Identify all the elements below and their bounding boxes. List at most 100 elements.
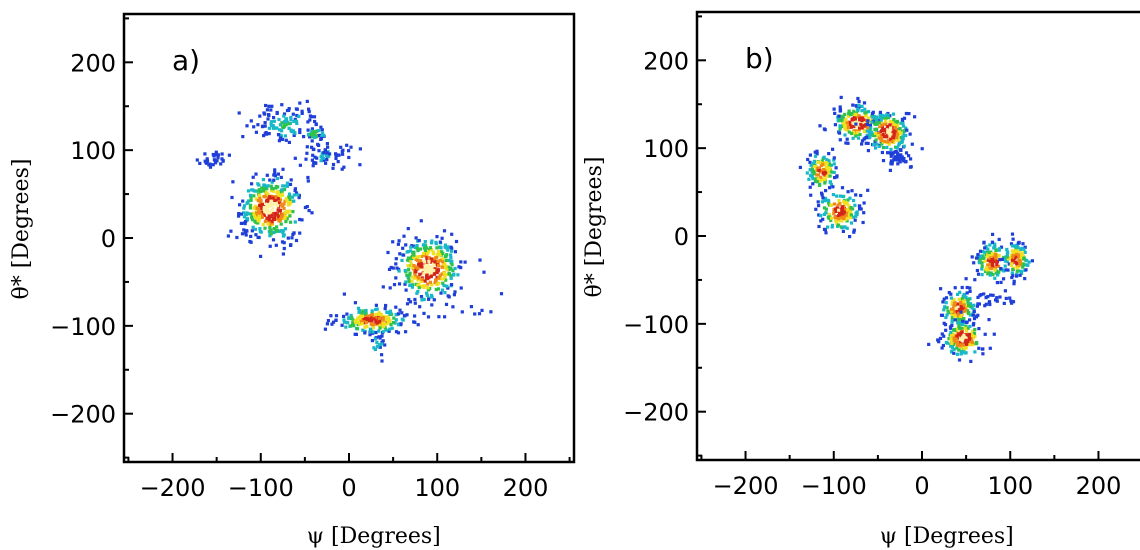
density-cell <box>420 277 424 281</box>
density-cell <box>442 266 446 270</box>
density-cell <box>879 119 883 123</box>
density-cell <box>1010 301 1014 305</box>
density-cell <box>827 152 831 156</box>
density-cell <box>260 125 265 129</box>
density-cell <box>256 199 260 203</box>
density-cell <box>824 161 828 165</box>
density-cell <box>274 243 278 247</box>
density-cell <box>896 162 900 166</box>
density-cell <box>258 196 262 200</box>
y-tick-label: −200 <box>50 401 116 429</box>
density-cell <box>443 255 448 259</box>
density-cell <box>412 264 416 268</box>
density-cell <box>437 315 441 319</box>
density-cell <box>419 295 424 299</box>
density-cell <box>413 320 417 324</box>
density-cell <box>392 283 397 287</box>
density-cell <box>430 283 434 287</box>
density-cell <box>968 305 973 309</box>
density-cell <box>298 128 302 132</box>
density-cell <box>896 152 900 156</box>
density-cell <box>1009 253 1014 257</box>
density-cell <box>292 193 296 197</box>
density-cell <box>874 138 878 142</box>
density-cell <box>349 324 353 328</box>
density-cell <box>257 207 261 211</box>
density-cell <box>994 298 998 302</box>
density-cell <box>346 320 350 324</box>
density-cell <box>258 201 262 205</box>
density-cell <box>417 262 422 266</box>
density-cell <box>866 149 870 153</box>
density-cell <box>322 158 326 162</box>
density-cell <box>967 337 971 341</box>
density-cell <box>437 249 441 254</box>
density-cell <box>444 272 448 276</box>
density-cell <box>960 285 964 290</box>
density-cell <box>377 343 382 347</box>
density-cell <box>324 161 328 165</box>
density-cell <box>1021 265 1025 269</box>
density-cell <box>394 262 398 266</box>
density-cell <box>890 140 894 144</box>
density-cell <box>902 116 907 120</box>
density-cell <box>996 273 1000 277</box>
density-cell <box>282 202 286 206</box>
density-cell <box>910 142 914 146</box>
density-cell <box>386 320 390 324</box>
density-cell <box>973 350 977 354</box>
density-cell <box>952 303 956 308</box>
density-cell <box>865 129 869 133</box>
density-cell <box>986 254 990 258</box>
density-cell <box>400 311 404 315</box>
density-cell <box>375 307 379 311</box>
density-cell <box>849 121 853 125</box>
density-cell <box>845 226 849 230</box>
density-cell <box>944 296 949 300</box>
density-cell <box>205 161 209 165</box>
density-cell <box>876 134 880 138</box>
density-cell <box>1027 260 1031 264</box>
density-cell <box>873 131 878 135</box>
density-cell <box>242 211 246 215</box>
density-cell <box>268 178 272 182</box>
density-cell <box>271 126 275 130</box>
density-cell <box>886 113 890 117</box>
density-cell <box>904 133 908 138</box>
density-cell <box>239 221 243 225</box>
density-cell <box>858 118 862 122</box>
density-cell <box>450 263 454 267</box>
density-cell <box>898 148 903 152</box>
density-cell <box>432 298 436 302</box>
density-cell <box>1005 247 1009 252</box>
density-cell <box>962 317 966 321</box>
density-cell <box>305 145 309 149</box>
density-cell <box>991 273 995 277</box>
density-cell <box>957 323 961 328</box>
density-cell <box>370 311 374 315</box>
density-cell <box>961 294 965 298</box>
density-cell <box>893 157 897 161</box>
density-cell <box>269 184 273 188</box>
density-cell <box>1015 274 1019 278</box>
density-cell <box>1023 277 1027 281</box>
density-cell <box>246 200 250 205</box>
density-cell <box>957 348 961 352</box>
density-cell <box>856 136 861 140</box>
density-cell <box>429 241 434 245</box>
density-cell <box>955 330 959 334</box>
density-cell <box>892 140 896 144</box>
density-cell <box>293 117 297 121</box>
density-cell <box>305 151 309 155</box>
density-cell <box>362 318 366 323</box>
density-cell <box>310 127 314 131</box>
density-cell <box>944 328 948 332</box>
y-tick-label: −100 <box>50 313 116 341</box>
density-cell <box>848 235 852 239</box>
density-cell <box>402 253 406 257</box>
density-cell <box>955 334 959 339</box>
density-cell <box>871 115 875 119</box>
density-cell <box>878 125 882 129</box>
density-cell <box>283 199 287 203</box>
density-cell <box>383 322 387 326</box>
